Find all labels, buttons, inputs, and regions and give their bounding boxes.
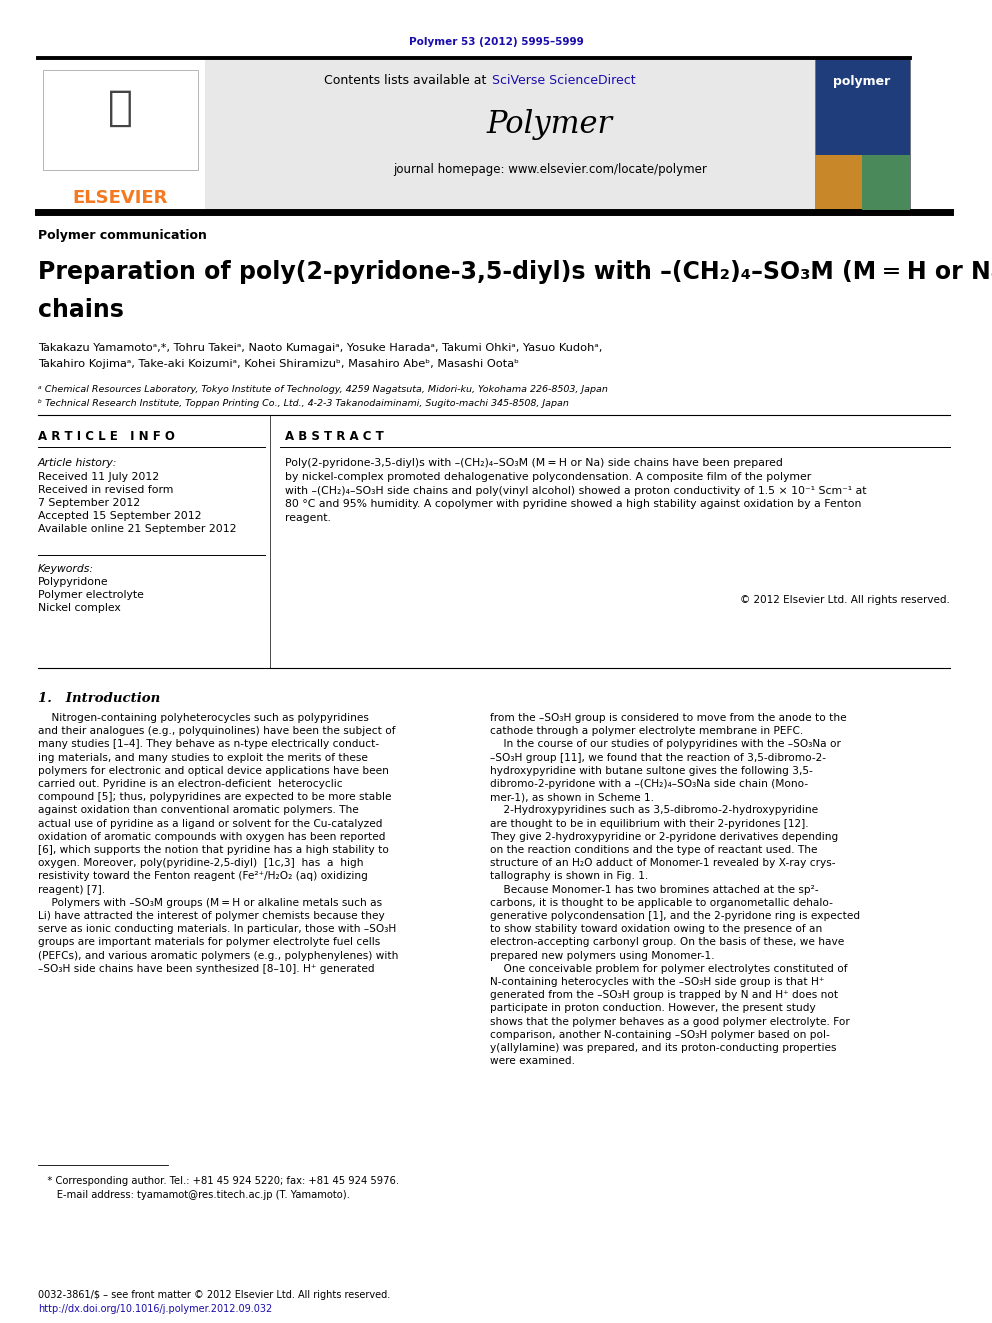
Bar	[38, 58, 205, 210]
Text: 2-Hydroxypyridines such as 3,5-dibromo-2-hydroxypyridine: 2-Hydroxypyridines such as 3,5-dibromo-2…	[490, 806, 818, 815]
Text: SciVerse ScienceDirect: SciVerse ScienceDirect	[492, 74, 636, 86]
Text: mer-1), as shown in Scheme 1.: mer-1), as shown in Scheme 1.	[490, 792, 654, 802]
Text: Available online 21 September 2012: Available online 21 September 2012	[38, 524, 236, 534]
Bar	[43, 70, 198, 169]
Text: generative polycondensation [1], and the 2-pyridone ring is expected: generative polycondensation [1], and the…	[490, 912, 860, 921]
Text: http://dx.doi.org/10.1016/j.polymer.2012.09.032: http://dx.doi.org/10.1016/j.polymer.2012…	[38, 1304, 272, 1314]
Text: ᵇ Technical Research Institute, Toppan Printing Co., Ltd., 4-2-3 Takanodaiminami: ᵇ Technical Research Institute, Toppan P…	[38, 398, 568, 407]
Text: –SO₃H group [11], we found that the reaction of 3,5-dibromo-2-: –SO₃H group [11], we found that the reac…	[490, 753, 826, 762]
Text: many studies [1–4]. They behave as n-type electrically conduct-: many studies [1–4]. They behave as n-typ…	[38, 740, 379, 749]
Text: * Corresponding author. Tel.: +81 45 924 5220; fax: +81 45 924 5976.: * Corresponding author. Tel.: +81 45 924…	[38, 1176, 399, 1185]
Text: (PEFCs), and various aromatic polymers (e.g., polyphenylenes) with: (PEFCs), and various aromatic polymers (…	[38, 951, 399, 960]
Text: Nickel complex: Nickel complex	[38, 603, 121, 613]
Text: Article history:: Article history:	[38, 458, 117, 468]
Text: Because Monomer-1 has two bromines attached at the sp²-: Because Monomer-1 has two bromines attac…	[490, 885, 818, 894]
Text: from the –SO₃H group is considered to move from the anode to the: from the –SO₃H group is considered to mo…	[490, 713, 846, 722]
Text: 7 September 2012: 7 September 2012	[38, 497, 140, 508]
Text: They give 2-hydroxypyridine or 2-pyridone derivatives depending: They give 2-hydroxypyridine or 2-pyridon…	[490, 832, 838, 841]
Text: serve as ionic conducting materials. In particular, those with –SO₃H: serve as ionic conducting materials. In …	[38, 925, 396, 934]
Text: N-containing heterocycles with the –SO₃H side group is that H⁺: N-containing heterocycles with the –SO₃H…	[490, 976, 824, 987]
Text: groups are important materials for polymer electrolyte fuel cells: groups are important materials for polym…	[38, 938, 380, 947]
Text: comparison, another N-containing –SO₃H polymer based on pol-: comparison, another N-containing –SO₃H p…	[490, 1029, 829, 1040]
Text: Poly(2-pyridone-3,5-diyl)s with –(CH₂)₄–SO₃M (M ═ H or Na) side chains have been: Poly(2-pyridone-3,5-diyl)s with –(CH₂)₄–…	[285, 458, 783, 468]
Text: –SO₃H side chains have been synthesized [8–10]. H⁺ generated: –SO₃H side chains have been synthesized …	[38, 963, 375, 974]
Text: electron-accepting carbonyl group. On the basis of these, we have: electron-accepting carbonyl group. On th…	[490, 938, 844, 947]
Text: and their analogues (e.g., polyquinolines) have been the subject of: and their analogues (e.g., polyquinoline…	[38, 726, 396, 736]
Text: generated from the –SO₃H group is trapped by N and H⁺ does not: generated from the –SO₃H group is trappe…	[490, 990, 838, 1000]
Text: Takakazu Yamamotoᵃ,*, Tohru Takeiᵃ, Naoto Kumagaiᵃ, Yosuke Haradaᵃ, Takumi Ohkiᵃ: Takakazu Yamamotoᵃ,*, Tohru Takeiᵃ, Naot…	[38, 343, 602, 353]
Text: resistivity toward the Fenton reagent (Fe²⁺/H₂O₂ (aq) oxidizing: resistivity toward the Fenton reagent (F…	[38, 872, 368, 881]
Text: polymers for electronic and optical device applications have been: polymers for electronic and optical devi…	[38, 766, 389, 775]
Text: reagent.: reagent.	[285, 513, 331, 523]
Text: Contents lists available at: Contents lists available at	[323, 74, 490, 86]
Text: carbons, it is thought to be applicable to organometallic dehalo-: carbons, it is thought to be applicable …	[490, 898, 833, 908]
Text: Polymer communication: Polymer communication	[38, 229, 207, 242]
Text: with –(CH₂)₄–SO₃H side chains and poly(vinyl alcohol) showed a proton conductivi: with –(CH₂)₄–SO₃H side chains and poly(v…	[285, 486, 866, 496]
Text: reagent) [7].: reagent) [7].	[38, 885, 105, 894]
Text: 0032-3861/$ – see front matter © 2012 Elsevier Ltd. All rights reserved.: 0032-3861/$ – see front matter © 2012 El…	[38, 1290, 390, 1301]
Text: Nitrogen-containing polyheterocycles such as polypyridines: Nitrogen-containing polyheterocycles suc…	[38, 713, 369, 722]
Text: One conceivable problem for polymer electrolytes constituted of: One conceivable problem for polymer elec…	[490, 963, 847, 974]
Text: Polymer: Polymer	[487, 110, 613, 140]
Text: tallography is shown in Fig. 1.: tallography is shown in Fig. 1.	[490, 872, 648, 881]
Text: 80 °C and 95% humidity. A copolymer with pyridine showed a high stability agains: 80 °C and 95% humidity. A copolymer with…	[285, 499, 861, 509]
Text: compound [5]; thus, polypyridines are expected to be more stable: compound [5]; thus, polypyridines are ex…	[38, 792, 392, 802]
Text: Polymers with –SO₃M groups (M ═ H or alkaline metals such as: Polymers with –SO₃M groups (M ═ H or alk…	[38, 898, 382, 908]
Bar	[205, 58, 815, 210]
Text: © 2012 Elsevier Ltd. All rights reserved.: © 2012 Elsevier Ltd. All rights reserved…	[740, 595, 950, 605]
Text: Received 11 July 2012: Received 11 July 2012	[38, 472, 159, 482]
Bar	[815, 155, 910, 210]
Text: are thought to be in equilibrium with their 2-pyridones [12].: are thought to be in equilibrium with th…	[490, 819, 808, 828]
Text: Takahiro Kojimaᵃ, Take-aki Koizumiᵃ, Kohei Shiramizuᵇ, Masahiro Abeᵇ, Masashi Oo: Takahiro Kojimaᵃ, Take-aki Koizumiᵃ, Koh…	[38, 359, 519, 369]
Text: carried out. Pyridine is an electron-deficient  heterocyclic: carried out. Pyridine is an electron-def…	[38, 779, 342, 789]
Text: by nickel-complex promoted dehalogenative polycondensation. A composite film of : by nickel-complex promoted dehalogenativ…	[285, 472, 811, 482]
Text: ᵃ Chemical Resources Laboratory, Tokyo Institute of Technology, 4259 Nagatsuta, : ᵃ Chemical Resources Laboratory, Tokyo I…	[38, 385, 608, 394]
Text: Accepted 15 September 2012: Accepted 15 September 2012	[38, 511, 201, 521]
Text: ing materials, and many studies to exploit the merits of these: ing materials, and many studies to explo…	[38, 753, 368, 762]
Text: shows that the polymer behaves as a good polymer electrolyte. For: shows that the polymer behaves as a good…	[490, 1016, 850, 1027]
Text: Polymer 53 (2012) 5995–5999: Polymer 53 (2012) 5995–5999	[409, 37, 583, 48]
Text: 🌲: 🌲	[107, 87, 133, 130]
Text: participate in proton conduction. However, the present study: participate in proton conduction. Howeve…	[490, 1003, 815, 1013]
Text: Preparation of poly(2-pyridone-3,5-diyl)s with –(CH₂)₄–SO₃M (M ═ H or Na) side: Preparation of poly(2-pyridone-3,5-diyl)…	[38, 261, 992, 284]
Text: oxygen. Moreover, poly(pyridine-2,5-diyl)  [1c,3]  has  a  high: oxygen. Moreover, poly(pyridine-2,5-diyl…	[38, 859, 363, 868]
Text: against oxidation than conventional aromatic polymers. The: against oxidation than conventional arom…	[38, 806, 359, 815]
Text: Polymer electrolyte: Polymer electrolyte	[38, 590, 144, 601]
Text: oxidation of aromatic compounds with oxygen has been reported: oxidation of aromatic compounds with oxy…	[38, 832, 386, 841]
Text: were examined.: were examined.	[490, 1056, 575, 1066]
Bar	[815, 58, 910, 210]
Text: on the reaction conditions and the type of reactant used. The: on the reaction conditions and the type …	[490, 845, 817, 855]
Bar	[862, 155, 910, 210]
Text: journal homepage: www.elsevier.com/locate/polymer: journal homepage: www.elsevier.com/locat…	[393, 164, 707, 176]
Text: actual use of pyridine as a ligand or solvent for the Cu-catalyzed: actual use of pyridine as a ligand or so…	[38, 819, 383, 828]
Text: ELSEVIER: ELSEVIER	[72, 189, 168, 206]
Text: y(allylamine) was prepared, and its proton-conducting properties: y(allylamine) was prepared, and its prot…	[490, 1043, 836, 1053]
Text: Li) have attracted the interest of polymer chemists because they: Li) have attracted the interest of polym…	[38, 912, 385, 921]
Text: polymer: polymer	[833, 75, 891, 89]
Text: E-mail address: tyamamot@res.titech.ac.jp (T. Yamamoto).: E-mail address: tyamamot@res.titech.ac.j…	[38, 1189, 350, 1200]
Text: chains: chains	[38, 298, 124, 321]
Text: cathode through a polymer electrolyte membrane in PEFC.: cathode through a polymer electrolyte me…	[490, 726, 804, 736]
Text: Received in revised form: Received in revised form	[38, 486, 174, 495]
Text: Keywords:: Keywords:	[38, 564, 94, 574]
Text: A R T I C L E   I N F O: A R T I C L E I N F O	[38, 430, 175, 443]
Text: In the course of our studies of polypyridines with the –SO₃Na or: In the course of our studies of polypyri…	[490, 740, 841, 749]
Text: A B S T R A C T: A B S T R A C T	[285, 430, 384, 443]
Text: prepared new polymers using Monomer-1.: prepared new polymers using Monomer-1.	[490, 951, 714, 960]
Text: hydroxypyridine with butane sultone gives the following 3,5-: hydroxypyridine with butane sultone give…	[490, 766, 812, 775]
Text: to show stability toward oxidation owing to the presence of an: to show stability toward oxidation owing…	[490, 925, 822, 934]
Text: 1.   Introduction: 1. Introduction	[38, 692, 161, 705]
Text: structure of an H₂O adduct of Monomer-1 revealed by X-ray crys-: structure of an H₂O adduct of Monomer-1 …	[490, 859, 835, 868]
Text: [6], which supports the notion that pyridine has a high stability to: [6], which supports the notion that pyri…	[38, 845, 389, 855]
Text: dibromo-2-pyridone with a –(CH₂)₄–SO₃Na side chain (Mono-: dibromo-2-pyridone with a –(CH₂)₄–SO₃Na …	[490, 779, 808, 789]
Text: Polypyridone: Polypyridone	[38, 577, 109, 587]
